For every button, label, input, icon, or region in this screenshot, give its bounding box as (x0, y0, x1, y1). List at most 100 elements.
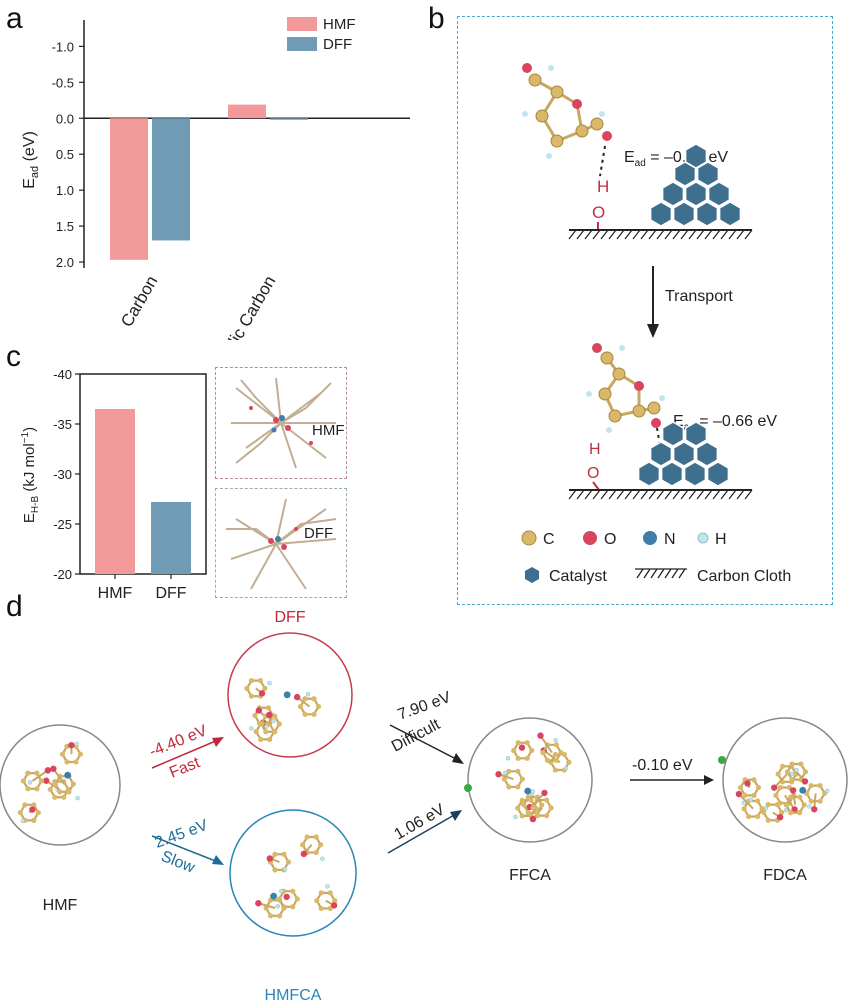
panel-b-frame (457, 16, 833, 605)
carbon-atom (262, 685, 268, 691)
carbon-atom (779, 809, 785, 816)
legend-catalyst-icon (525, 567, 539, 583)
hydrogen-atom (249, 726, 254, 731)
oxygen-atom (255, 707, 263, 714)
oxygen-atom (495, 771, 502, 778)
carbon-atom (558, 750, 564, 756)
chart-a: Ead (eV) -1.0 -0.5 0.0 0.5 1.0 1.5 2.0 Carbon Hy… (21, 20, 410, 341)
carbon-atom (272, 867, 278, 873)
carbon-atom (511, 747, 517, 754)
carbon-atom (540, 750, 546, 756)
chart-c-ytick-label: -30 (53, 467, 72, 482)
catalyst-hex (706, 461, 730, 487)
carbon-atom (285, 859, 292, 865)
hatch-line (664, 229, 673, 240)
carbon-atom (506, 768, 512, 774)
hydrogen-atom (748, 797, 753, 803)
catalyst-hex (637, 461, 661, 487)
oxygen-atom (330, 902, 338, 909)
molecule-structures (17, 677, 830, 919)
carbon-atom (797, 810, 803, 816)
hatch-line (608, 489, 617, 500)
hatch-line (576, 229, 585, 240)
hatch-line (608, 229, 617, 240)
hydrogen-atom (824, 788, 830, 794)
carbon-atom (515, 784, 521, 790)
carbon-atom (548, 805, 554, 811)
chart-a-category-label: Carbon (117, 273, 161, 331)
carbon-atom (73, 759, 79, 765)
hatch-line (584, 229, 593, 240)
hydrogen-atom (267, 680, 272, 686)
bar-dff (151, 502, 191, 574)
tag-difficult: Difficult (389, 716, 444, 756)
carbon-atom (22, 802, 28, 808)
hatch-line (720, 489, 729, 500)
legend-catalyst-label: Catalyst (549, 568, 607, 585)
bar-dff-0 (152, 118, 190, 241)
chart-a-ytick-label: 0.5 (56, 147, 74, 162)
catalyst-hex (661, 181, 685, 207)
carbon-atom (25, 786, 31, 792)
chain-bond (738, 793, 754, 810)
energy-hmf-hmfca: 2.45 eV (153, 817, 211, 852)
carbon-atom (277, 913, 283, 919)
carbon-atom (38, 778, 44, 784)
bar-dff-1 (270, 118, 308, 120)
carbon-atom (777, 784, 783, 791)
node-label-dff: DFF (274, 609, 305, 626)
oxygen-atom (811, 806, 818, 813)
hydrogen-atom (74, 741, 79, 747)
legend-label-hmf: HMF (323, 15, 356, 33)
chart-a-category-label: Hydrophilic Carbon (191, 273, 280, 341)
carbon-atom (515, 755, 521, 761)
oxygen-atom (283, 893, 290, 901)
bar-hmf-0 (110, 118, 148, 260)
legend-swatch-hmf (287, 17, 317, 31)
hatch-line (696, 489, 705, 500)
legend-h-label: H (715, 531, 727, 548)
carbon-atom (515, 740, 521, 746)
carbon-atom (290, 904, 296, 910)
carbon-atom (543, 797, 550, 803)
legend-h-icon (697, 532, 709, 544)
hatch-line (704, 489, 713, 500)
carbon-atom (524, 740, 530, 746)
hatch-line (728, 489, 737, 500)
carbon-atom (544, 757, 551, 763)
carbon-atom (302, 711, 308, 717)
catalyst-hex (649, 441, 673, 467)
catalyst-hex (649, 201, 673, 227)
oxygen-atom (50, 765, 57, 772)
oxygen-atom (293, 693, 301, 701)
carbon-atom (566, 759, 572, 765)
carbon-atom (742, 792, 748, 798)
chart-c-ytick-label: -35 (53, 417, 72, 432)
inset-hmf-frame: HMF (215, 367, 347, 479)
hatch-line (592, 229, 601, 240)
o-atom-bottom: O (587, 465, 599, 482)
hatch-line (576, 489, 585, 500)
hmf-circle (0, 724, 121, 846)
carbon-atom (543, 813, 550, 819)
oxygen-atom (68, 741, 75, 749)
catalyst-hex (695, 441, 719, 467)
chart-a-ytick-label: 1.5 (56, 219, 74, 234)
hydrogen-atom (20, 818, 26, 824)
carbon-atom (70, 781, 76, 787)
hatch-line (632, 229, 641, 240)
nitrogen-atom (283, 691, 291, 699)
carbon-atom (297, 703, 304, 710)
inset-dff-frame: DFF (215, 488, 347, 598)
carbon-atom (281, 851, 287, 857)
oh-bond-bottom (592, 481, 600, 491)
carbon-atom (773, 792, 779, 798)
node-label-ffca: FFCA (509, 867, 551, 884)
legend-n-icon (643, 531, 657, 545)
carbon-atom (539, 802, 545, 808)
hydrogen-atom (305, 691, 311, 697)
catalyst-hex (660, 461, 684, 487)
transport-label: Transport (665, 288, 733, 305)
catalyst-hex (684, 421, 708, 447)
legend-hmf: HMF (287, 14, 356, 34)
